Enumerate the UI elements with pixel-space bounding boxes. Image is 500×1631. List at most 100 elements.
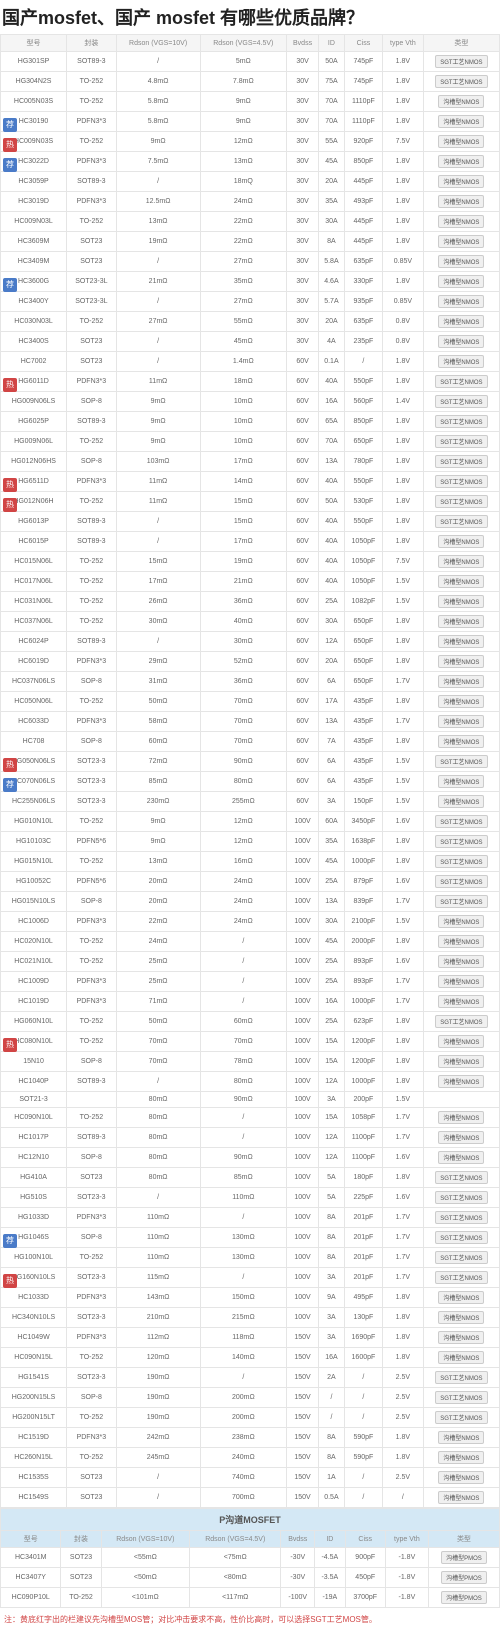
type-button[interactable]: SGT工艺NMOS: [435, 1171, 487, 1184]
table-cell: 100V: [287, 932, 319, 952]
type-button[interactable]: SGT工艺NMOS: [435, 415, 487, 428]
type-button[interactable]: 沟槽型NMOS: [438, 675, 484, 688]
type-button[interactable]: 沟槽型NMOS: [438, 795, 484, 808]
type-button[interactable]: 沟槽型NMOS: [438, 95, 484, 108]
type-button[interactable]: SGT工艺NMOS: [435, 1391, 487, 1404]
table-cell: 15N10: [1, 1052, 67, 1072]
type-button[interactable]: 沟槽型NMOS: [438, 255, 484, 268]
table-cell: 1.7V: [383, 992, 424, 1012]
type-button[interactable]: 沟槽型NMOS: [438, 995, 484, 1008]
type-button[interactable]: 沟槽型NMOS: [438, 355, 484, 368]
table-cell: SGT工艺NMOS: [423, 872, 499, 892]
table-cell: 热HG160N10LS: [1, 1268, 67, 1288]
type-button[interactable]: SGT工艺NMOS: [435, 855, 487, 868]
type-button[interactable]: 沟槽型NMOS: [438, 215, 484, 228]
type-button[interactable]: 沟槽型NMOS: [438, 115, 484, 128]
type-button[interactable]: 沟槽型NMOS: [438, 1491, 484, 1504]
type-button[interactable]: 沟槽型NMOS: [438, 775, 484, 788]
type-button[interactable]: 沟槽型NMOS: [438, 1351, 484, 1364]
type-button[interactable]: 沟槽型NMOS: [438, 1075, 484, 1088]
type-button[interactable]: 沟槽型NMOS: [438, 1451, 484, 1464]
type-button[interactable]: 沟槽型PMOS: [441, 1551, 487, 1564]
type-button[interactable]: SGT工艺NMOS: [435, 1015, 487, 1028]
type-button[interactable]: SGT工艺NMOS: [435, 75, 487, 88]
type-button[interactable]: SGT工艺NMOS: [435, 455, 487, 468]
type-button[interactable]: 沟槽型NMOS: [438, 1311, 484, 1324]
type-button[interactable]: SGT工艺NMOS: [435, 1191, 487, 1204]
table-cell: 11mΩ: [116, 492, 200, 512]
type-button[interactable]: SGT工艺NMOS: [435, 515, 487, 528]
type-button[interactable]: 沟槽型NMOS: [438, 915, 484, 928]
type-button[interactable]: SGT工艺NMOS: [435, 435, 487, 448]
table-cell: 30V: [287, 292, 319, 312]
type-button[interactable]: 沟槽型NMOS: [438, 155, 484, 168]
table-cell: 7.5mΩ: [116, 152, 200, 172]
type-button[interactable]: SGT工艺NMOS: [435, 875, 487, 888]
column-header: Ciss: [345, 1531, 385, 1548]
type-button[interactable]: 沟槽型PMOS: [441, 1591, 487, 1604]
type-button[interactable]: 沟槽型NMOS: [438, 1331, 484, 1344]
type-button[interactable]: SGT工艺NMOS: [435, 755, 487, 768]
type-button[interactable]: 沟槽型NMOS: [438, 1291, 484, 1304]
type-button[interactable]: 沟槽型NMOS: [438, 295, 484, 308]
table-row: HC708SOP-860mΩ70mΩ60V7A435pF1.8V沟槽型NMOS: [1, 732, 500, 752]
type-button[interactable]: 沟槽型NMOS: [438, 655, 484, 668]
table-cell: 530pF: [344, 492, 382, 512]
type-button[interactable]: 沟槽型NMOS: [438, 935, 484, 948]
type-button[interactable]: 沟槽型NMOS: [438, 955, 484, 968]
type-button[interactable]: 沟槽型NMOS: [438, 595, 484, 608]
type-button[interactable]: SGT工艺NMOS: [435, 815, 487, 828]
type-button[interactable]: 沟槽型NMOS: [438, 1471, 484, 1484]
type-button[interactable]: 沟槽型NMOS: [438, 1035, 484, 1048]
type-button[interactable]: 沟槽型NMOS: [438, 555, 484, 568]
type-button[interactable]: SGT工艺NMOS: [435, 1231, 487, 1244]
type-button[interactable]: SGT工艺NMOS: [435, 475, 487, 488]
type-button[interactable]: 沟槽型NMOS: [438, 975, 484, 988]
type-button[interactable]: SGT工艺NMOS: [435, 1251, 487, 1264]
table-cell: 112mΩ: [116, 1328, 200, 1348]
table-cell: 100V: [287, 1128, 319, 1148]
type-button[interactable]: 沟槽型NMOS: [438, 1111, 484, 1124]
type-button[interactable]: 沟槽型NMOS: [438, 1151, 484, 1164]
type-button[interactable]: 沟槽型NMOS: [438, 135, 484, 148]
type-button[interactable]: SGT工艺NMOS: [435, 1411, 487, 1424]
type-button[interactable]: 沟槽型NMOS: [438, 275, 484, 288]
type-button[interactable]: 沟槽型NMOS: [438, 235, 484, 248]
type-button[interactable]: 沟槽型NMOS: [438, 195, 484, 208]
type-button[interactable]: 沟槽型NMOS: [438, 695, 484, 708]
type-button[interactable]: 沟槽型NMOS: [438, 615, 484, 628]
type-button[interactable]: 沟槽型NMOS: [438, 175, 484, 188]
table-cell: 沟槽型NMOS: [423, 1308, 499, 1328]
type-button[interactable]: SGT工艺NMOS: [435, 1211, 487, 1224]
type-button[interactable]: 沟槽型NMOS: [438, 535, 484, 548]
table-cell: SOT23: [61, 1548, 101, 1568]
table-cell: 1082pF: [344, 592, 382, 612]
type-button[interactable]: 沟槽型NMOS: [438, 1131, 484, 1144]
table-row: 热HC009N03STO-2529mΩ12mΩ30V55A920pF7.5V沟槽…: [1, 132, 500, 152]
table-cell: 635pF: [344, 312, 382, 332]
type-button[interactable]: 沟槽型NMOS: [438, 715, 484, 728]
type-button[interactable]: 沟槽型NMOS: [438, 335, 484, 348]
type-button[interactable]: 沟槽型NMOS: [438, 1055, 484, 1068]
table-cell: SOP-8: [67, 672, 117, 692]
type-button[interactable]: SGT工艺NMOS: [435, 1371, 487, 1384]
column-header: 类型: [423, 35, 499, 52]
type-button[interactable]: SGT工艺NMOS: [435, 55, 487, 68]
type-button[interactable]: 沟槽型NMOS: [438, 575, 484, 588]
type-button[interactable]: SGT工艺NMOS: [435, 495, 487, 508]
type-button[interactable]: 沟槽型PMOS: [441, 1571, 487, 1584]
type-button[interactable]: SGT工艺NMOS: [435, 895, 487, 908]
type-button[interactable]: SGT工艺NMOS: [435, 395, 487, 408]
type-button[interactable]: SGT工艺NMOS: [435, 1271, 487, 1284]
type-button[interactable]: 沟槽型NMOS: [438, 635, 484, 648]
table-cell: 沟槽型NMOS: [423, 1032, 499, 1052]
type-button[interactable]: 沟槽型NMOS: [438, 735, 484, 748]
type-button[interactable]: SGT工艺NMOS: [435, 835, 487, 848]
table-row: HC6019DPDFN3*329mΩ52mΩ60V20A650pF1.8V沟槽型…: [1, 652, 500, 672]
type-button[interactable]: 沟槽型NMOS: [438, 315, 484, 328]
type-button[interactable]: SGT工艺NMOS: [435, 375, 487, 388]
table-cell: 70mΩ: [200, 712, 287, 732]
table-cell: 60V: [287, 572, 319, 592]
type-button[interactable]: 沟槽型NMOS: [438, 1431, 484, 1444]
table-cell: 7.8mΩ: [200, 72, 287, 92]
